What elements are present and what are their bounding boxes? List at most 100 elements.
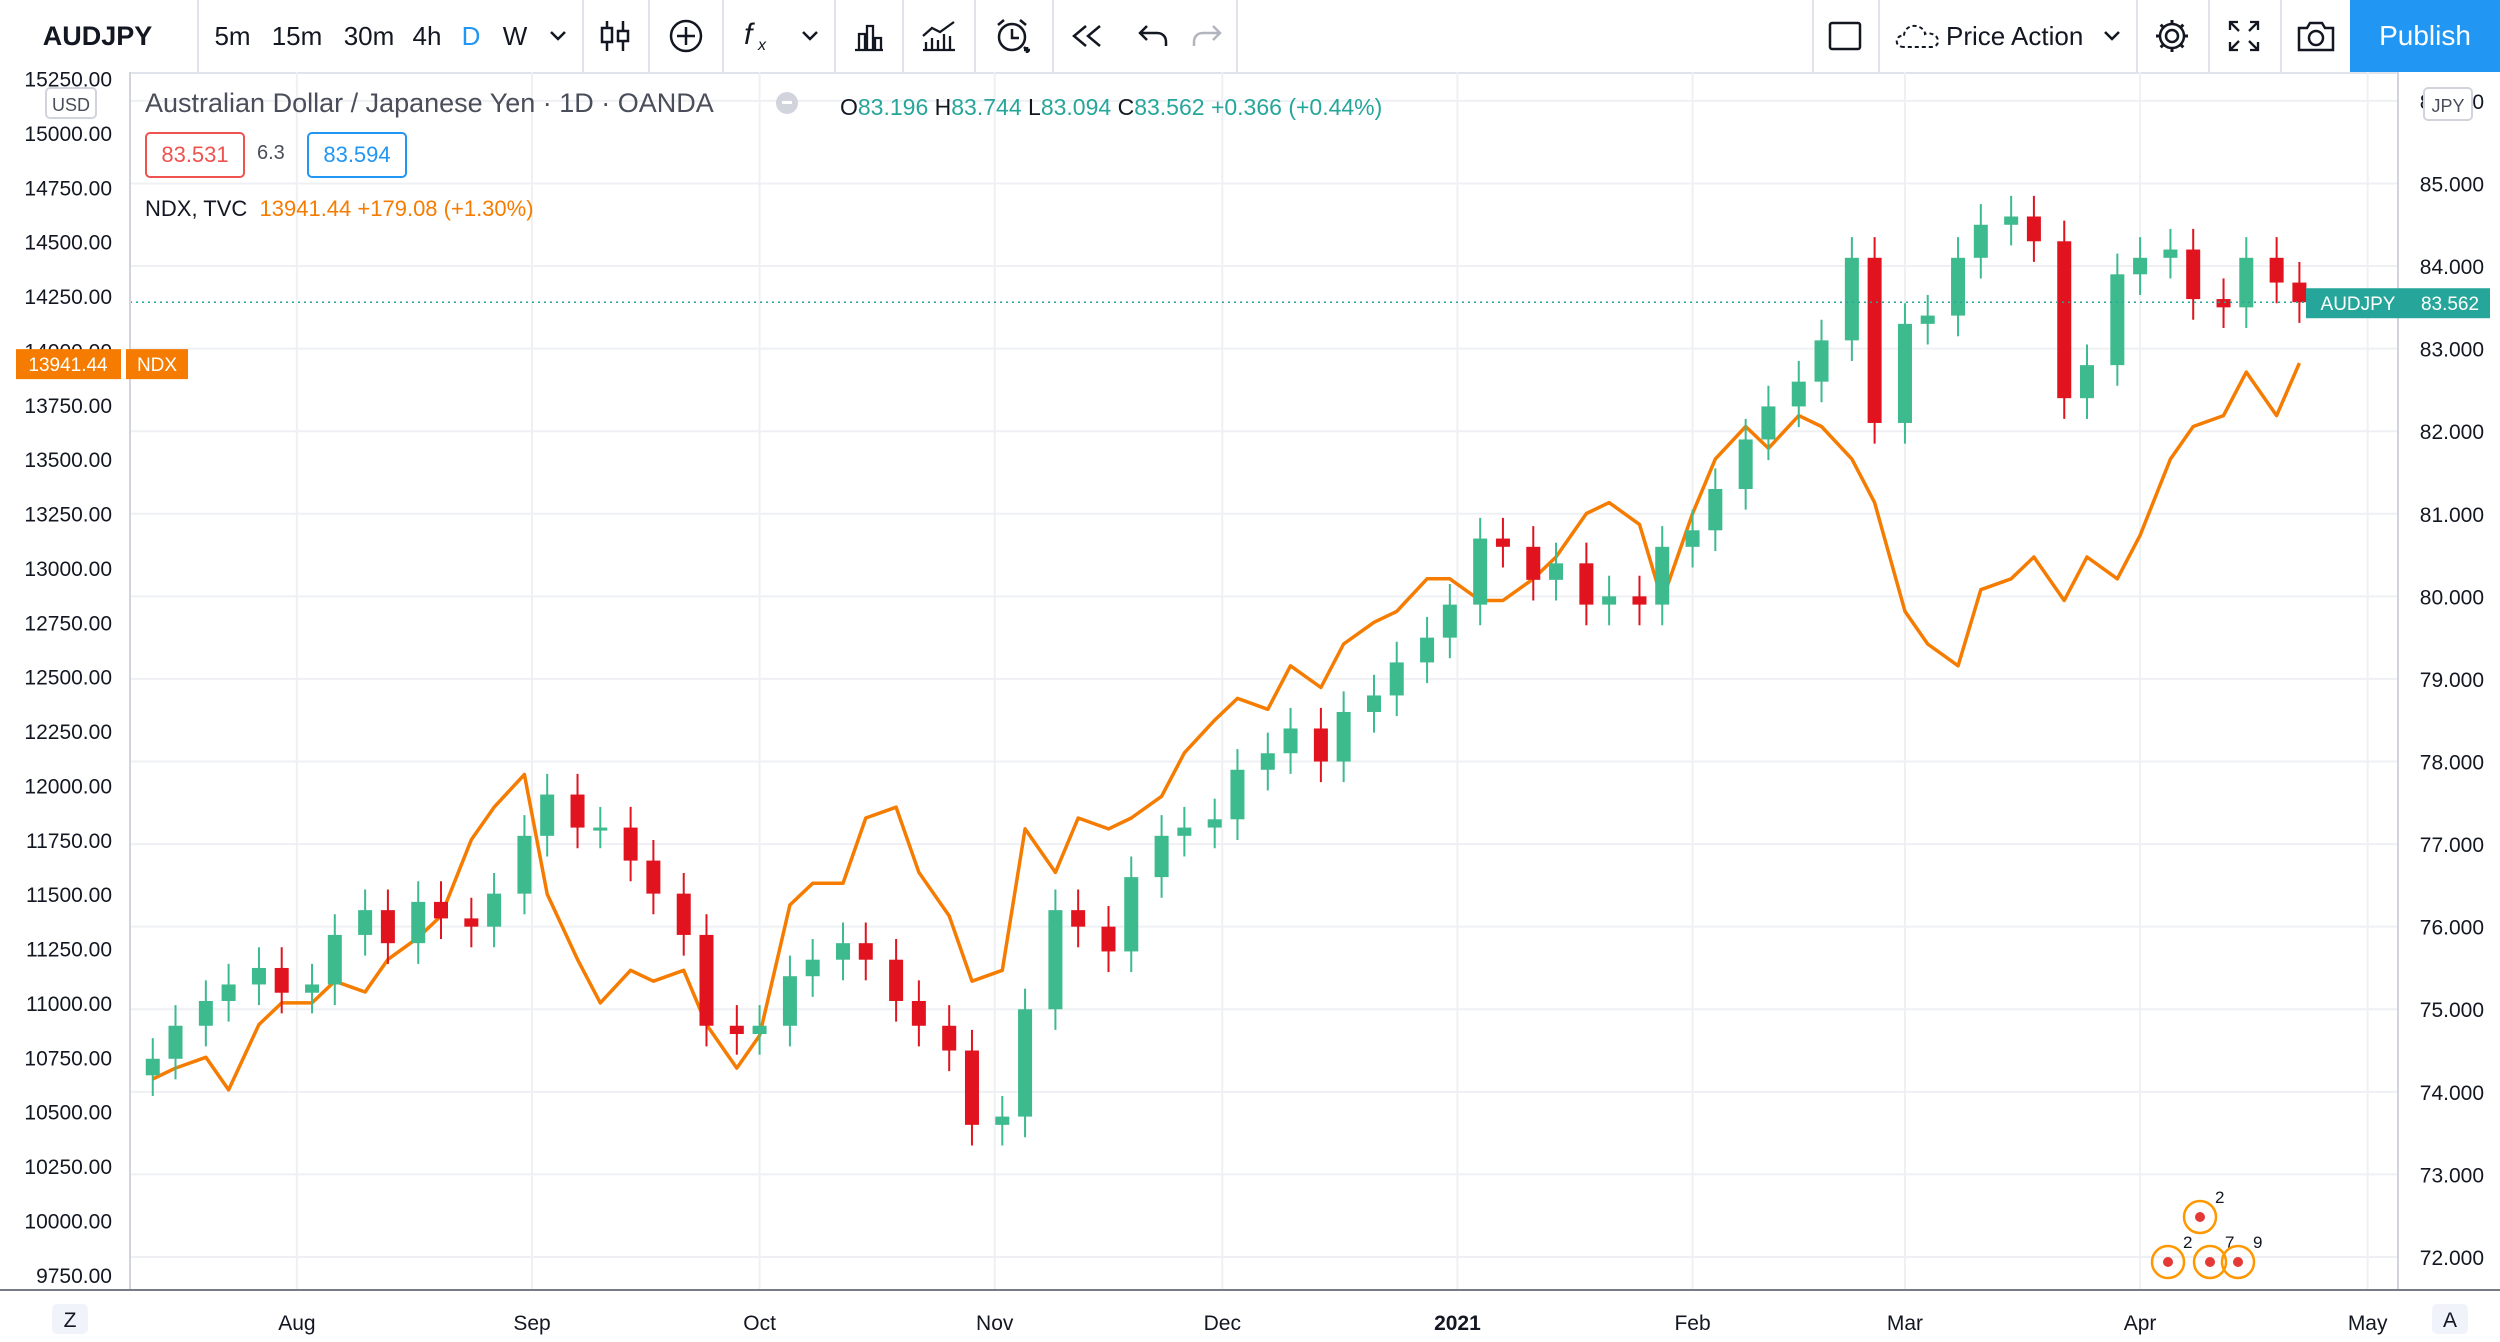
left-tick-label: 12000.00 <box>24 775 112 798</box>
divider <box>1878 0 1880 72</box>
alert-button[interactable] <box>982 0 1044 72</box>
right-tick-label: 72.000 <box>2420 1247 2484 1270</box>
interval-15m-button[interactable]: 15m <box>271 20 323 51</box>
redo-button[interactable] <box>1182 0 1232 72</box>
axis-overlays: USD JPY 13941.44 NDX AUDJPY 83.562 2 2 7 9 <box>16 87 2490 1280</box>
layout-cloud-button[interactable] <box>1888 0 1948 72</box>
layout-name-button[interactable]: Price Action <box>1946 20 2084 51</box>
hide-legend-button[interactable] <box>776 92 798 114</box>
left-tick-label: 13000.00 <box>24 558 112 581</box>
fullscreen-select-button[interactable] <box>1818 0 1872 72</box>
price-chart[interactable]: 15250.00 15000.00 14750.00 14500.00 14250.00… <box>0 72 2500 1342</box>
left-tick-label: 11500.00 <box>26 884 112 907</box>
candle-body <box>1495 538 1510 547</box>
candle-body <box>2057 241 2072 399</box>
candle-body <box>433 901 448 919</box>
ndx-tag <box>126 349 188 380</box>
right-tick-label: 81.000 <box>2420 504 2484 527</box>
buy-button[interactable]: 83.594 <box>307 132 407 178</box>
right-price-axis[interactable]: 86.00085.00084.00083.00082.00081.00080.0… <box>2397 72 2500 1342</box>
low-value: 83.094 <box>1040 94 1112 120</box>
interval-5m-button[interactable]: 5m <box>214 20 251 51</box>
interval-dropdown-button[interactable] <box>538 0 578 72</box>
candle-body <box>570 794 585 828</box>
indicators-dropdown-button[interactable] <box>790 0 830 72</box>
candle-body <box>942 1025 957 1051</box>
compare-button[interactable] <box>910 0 968 72</box>
interval-4h-button[interactable]: 4h <box>412 20 442 51</box>
candle-body <box>1071 910 1086 927</box>
spread-value: 6.3 <box>257 142 285 164</box>
time-tick-label: May <box>2348 1312 2388 1335</box>
sell-button[interactable]: 83.531 <box>145 132 245 178</box>
candle-body <box>1867 257 1882 423</box>
left-price-axis[interactable]: 15250.00 15000.00 14750.00 14500.00 14250.00… <box>0 72 131 1342</box>
candle-body <box>1366 695 1381 712</box>
layout-dropdown-button[interactable] <box>2094 0 2130 72</box>
publish-button[interactable]: Publish <box>2350 0 2500 72</box>
event-marker-ring <box>2150 1244 2186 1280</box>
candle-body <box>2004 216 2019 225</box>
candle-body <box>2133 257 2148 275</box>
time-tick-label: Nov <box>976 1312 1014 1335</box>
interval-d-button[interactable]: D <box>461 20 481 51</box>
chevron-down-icon <box>2104 31 2120 41</box>
ndx-tag-label: NDX <box>137 355 177 376</box>
candle-body <box>1230 769 1245 820</box>
left-tick-label: 15250.00 <box>24 72 112 92</box>
open-label: O <box>840 94 858 120</box>
candle-body <box>1101 926 1116 952</box>
interval-30m-button[interactable]: 30m <box>343 20 395 51</box>
time-tick-label: 2021 <box>1434 1312 1481 1335</box>
candle-body <box>1814 340 1829 382</box>
candle-body <box>1897 323 1912 423</box>
z-button: Z <box>64 1309 77 1332</box>
candle-body <box>1973 224 1988 258</box>
event-count: 2 <box>2183 1233 2192 1252</box>
ndx-price-label: 13941.44 <box>28 355 108 376</box>
fullscreen-button[interactable] <box>2214 0 2274 72</box>
right-tick-label: 83.000 <box>2420 339 2484 362</box>
a-button-bg <box>2432 1304 2468 1334</box>
settings-button[interactable] <box>2142 0 2202 72</box>
left-tick-label: 12250.00 <box>24 721 112 744</box>
symbol-search-button[interactable]: AUDJPY <box>42 20 153 51</box>
left-tick-label: 12500.00 <box>24 667 112 690</box>
candle-body <box>1844 257 1859 341</box>
candle-body <box>593 827 608 831</box>
divider <box>582 0 584 72</box>
time-tick-label: Sep <box>513 1312 550 1335</box>
right-tick-label: 78.000 <box>2420 752 2484 775</box>
financials-button[interactable] <box>842 0 896 72</box>
compare-symbol-button[interactable] <box>654 0 718 72</box>
replay-icon <box>1072 25 1101 47</box>
left-tick-label: 13500.00 <box>24 449 112 472</box>
candle-body <box>411 901 426 944</box>
undo-button[interactable] <box>1128 0 1178 72</box>
divider <box>648 0 650 72</box>
interval-w-button[interactable]: W <box>502 20 528 51</box>
candle-body <box>1124 877 1139 952</box>
time-axis[interactable]: Aug Sep Oct Nov Dec 2021 Feb Mar Apr May Z A <box>0 1289 2500 1342</box>
right-tick-label: 84.000 <box>2420 256 2484 279</box>
candle-body <box>858 943 873 960</box>
right-tick-label: 77.000 <box>2420 834 2484 857</box>
candle-body <box>1336 711 1351 762</box>
candle-body <box>1442 604 1457 638</box>
time-tick-label: Aug <box>278 1312 315 1335</box>
event-count: 2 <box>2215 1188 2224 1207</box>
chart-type-button[interactable] <box>588 0 642 72</box>
candle-body <box>487 893 502 927</box>
candle-body <box>2292 282 2307 303</box>
candle-body <box>782 976 797 1026</box>
svg-text:x: x <box>757 37 767 54</box>
candle-body <box>2026 216 2041 242</box>
left-unit-box <box>45 87 97 119</box>
left-tick-label: 10750.00 <box>24 1047 112 1070</box>
snapshot-button[interactable] <box>2286 0 2346 72</box>
close-label: C <box>1117 94 1135 120</box>
candle-body <box>2110 274 2125 366</box>
replay-button[interactable] <box>1060 0 1114 72</box>
